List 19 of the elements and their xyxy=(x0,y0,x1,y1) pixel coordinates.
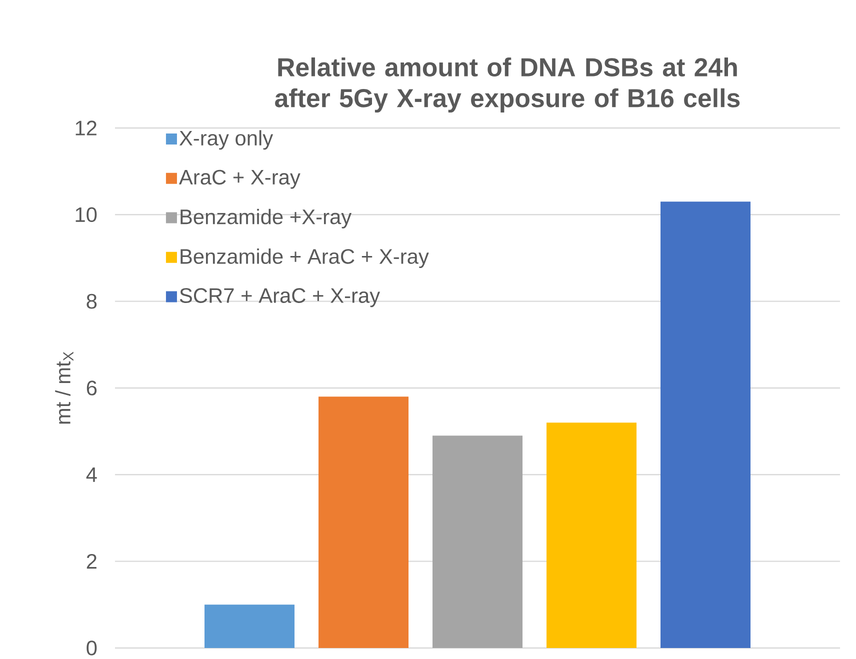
bar xyxy=(204,604,295,648)
y-axis-title: mt / mt$_{X}$ xyxy=(55,352,74,424)
legend-label: AraC + X-ray xyxy=(179,170,300,189)
legend-label: Benzamide + AraC + X-ray xyxy=(180,248,429,268)
bar xyxy=(546,422,637,648)
y-tick-label: 10 xyxy=(76,207,97,222)
legend-label: X-ray only xyxy=(179,130,274,150)
y-tick-label: 6 xyxy=(86,380,97,396)
bar xyxy=(660,202,751,648)
y-tick-label: 12 xyxy=(76,120,96,136)
y-tick-label: 2 xyxy=(86,554,96,569)
y-tick-label: 0 xyxy=(86,640,97,656)
bar xyxy=(432,436,523,648)
legend-label: SCR7 + AraC + X-ray xyxy=(180,288,380,308)
y-tick-label: 8 xyxy=(86,294,97,309)
legend-label: Benzamide +X-ray xyxy=(180,208,352,228)
bar xyxy=(318,396,409,648)
chart-title: Relative amount of DNA DSBs at 24h after 5Gy X-ray exposure of B16 cells xyxy=(275,57,740,112)
y-tick-label: 4 xyxy=(86,467,97,482)
